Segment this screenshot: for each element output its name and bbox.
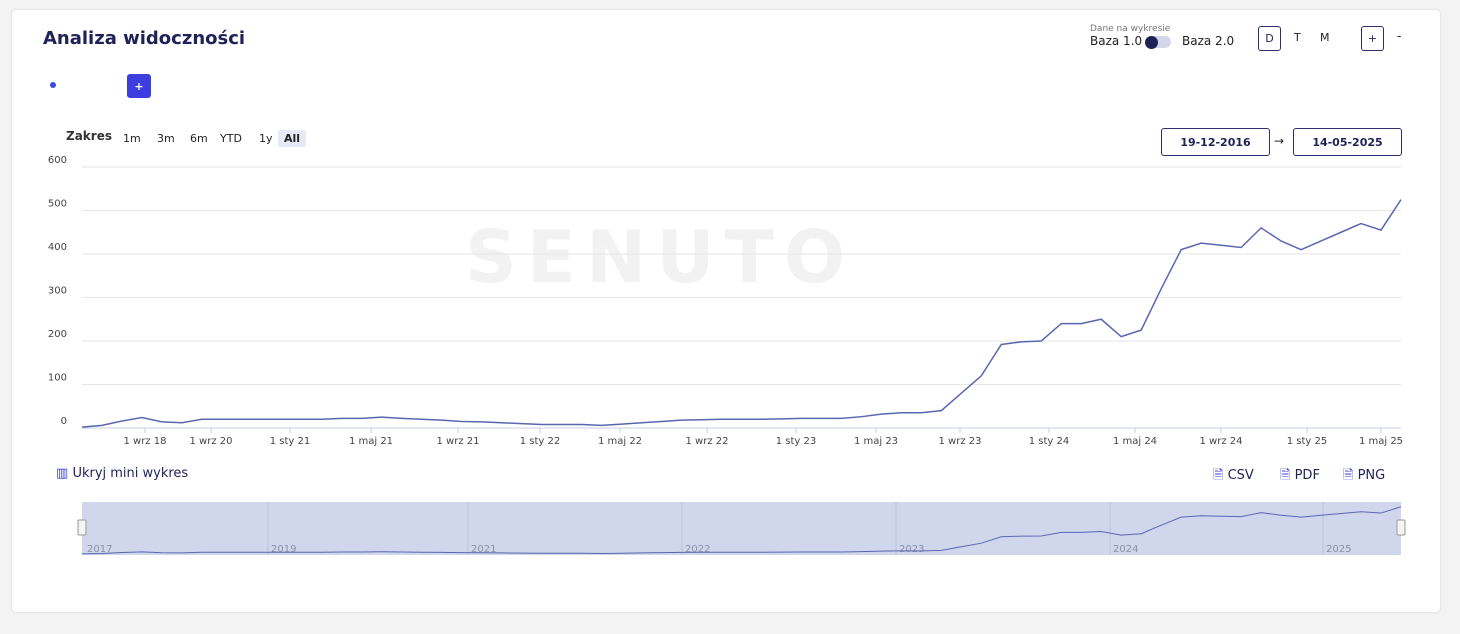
x-tick-label: 1 maj 24: [1113, 436, 1157, 447]
navigator-toggle[interactable]: ▥ Ukryj mini wykres: [56, 466, 188, 481]
y-tick-label: 200: [48, 329, 67, 340]
x-tick-label: 1 maj 25: [1359, 436, 1403, 447]
range-label: Zakres: [66, 129, 112, 143]
navigator-line: [81, 506, 1402, 555]
x-tick-label: 1 sty 25: [1287, 436, 1328, 447]
y-tick-label: 400: [48, 242, 67, 253]
x-tick-label: 1 maj 21: [349, 436, 393, 447]
x-tick-label: 1 maj 23: [854, 436, 898, 447]
navigator-label: 2025: [1326, 544, 1351, 555]
line: [81, 199, 1402, 428]
y-tick-label: 500: [48, 199, 67, 210]
export-label: CSV: [1227, 468, 1254, 483]
x-tick-label: 1 maj 22: [598, 436, 642, 447]
period-button[interactable]: T: [1294, 31, 1301, 44]
export-button[interactable]: 🗎 PNG: [1343, 466, 1385, 488]
export-button[interactable]: 🗎 PDF: [1280, 466, 1320, 488]
range-button[interactable]: 1y: [259, 132, 273, 145]
date-arrow: →: [1274, 134, 1285, 148]
x-tick-label: 1 wrz 23: [939, 436, 982, 447]
file-icon: 🗎: [1343, 468, 1358, 483]
file-icon: 🗎: [1213, 468, 1228, 483]
y-tick-label: 0: [61, 416, 67, 427]
title: Analiza widoczności: [43, 28, 246, 49]
navigator-label: 2024: [1113, 544, 1138, 555]
x-tick-label: 1 sty 22: [520, 436, 561, 447]
add-button[interactable]: +: [127, 74, 151, 98]
range-button[interactable]: All: [278, 130, 307, 147]
x-tick-label: 1 wrz 20: [190, 436, 233, 447]
navigator-handle: [77, 519, 87, 536]
navigator-label: 2017: [87, 544, 112, 555]
zoom-out[interactable]: -: [1397, 29, 1402, 43]
x-tick-label: 1 wrz 21: [437, 436, 480, 447]
zoom-in[interactable]: +: [1361, 26, 1384, 51]
range-button[interactable]: 3m: [157, 132, 175, 145]
period-button[interactable]: M: [1320, 31, 1330, 44]
navigator-handle: [1396, 519, 1406, 536]
y-tick-label: 300: [48, 286, 67, 297]
navigator-bg: [82, 502, 1401, 555]
series-dot: [50, 82, 56, 88]
x-tick-label: 1 wrz 22: [686, 436, 729, 447]
navigator-label: 2021: [471, 544, 496, 555]
navigator-toggle-text: Ukryj mini wykres: [72, 466, 189, 481]
chart-icon: ▥: [56, 466, 69, 481]
range-button[interactable]: 1m: [123, 132, 141, 145]
export-label: PDF: [1294, 468, 1320, 483]
x-tick-label: 1 sty 23: [776, 436, 817, 447]
x-tick-label: 1 sty 24: [1029, 436, 1070, 447]
x-tick-label: 1 sty 21: [270, 436, 311, 447]
navigator-label: 2022: [685, 544, 710, 555]
date-from[interactable]: 19-12-2016: [1161, 128, 1270, 156]
navigator-label: 2023: [899, 544, 924, 555]
y-tick-label: 100: [48, 373, 67, 384]
data-source-label: Dane na wykresie: [1090, 24, 1171, 34]
toggle-knob: [1145, 35, 1158, 49]
export-label: PNG: [1357, 468, 1386, 483]
file-icon: 🗎: [1280, 468, 1295, 483]
range-button[interactable]: 6m: [190, 132, 208, 145]
y-tick-label: 600: [48, 155, 67, 166]
date-to[interactable]: 14-05-2025: [1293, 128, 1402, 156]
base-right[interactable]: Baza 2.0: [1182, 34, 1235, 48]
x-tick-label: 1 wrz 24: [1200, 436, 1243, 447]
x-tick-label: 1 wrz 18: [124, 436, 167, 447]
export-button[interactable]: 🗎 CSV: [1213, 466, 1254, 488]
toggle-track[interactable]: [1145, 35, 1171, 49]
base-left[interactable]: Baza 1.0: [1090, 34, 1143, 48]
period-button[interactable]: D: [1258, 26, 1281, 51]
range-button[interactable]: YTD: [220, 132, 242, 145]
navigator-label: 2019: [271, 544, 296, 555]
watermark: SENUTO: [465, 215, 855, 299]
